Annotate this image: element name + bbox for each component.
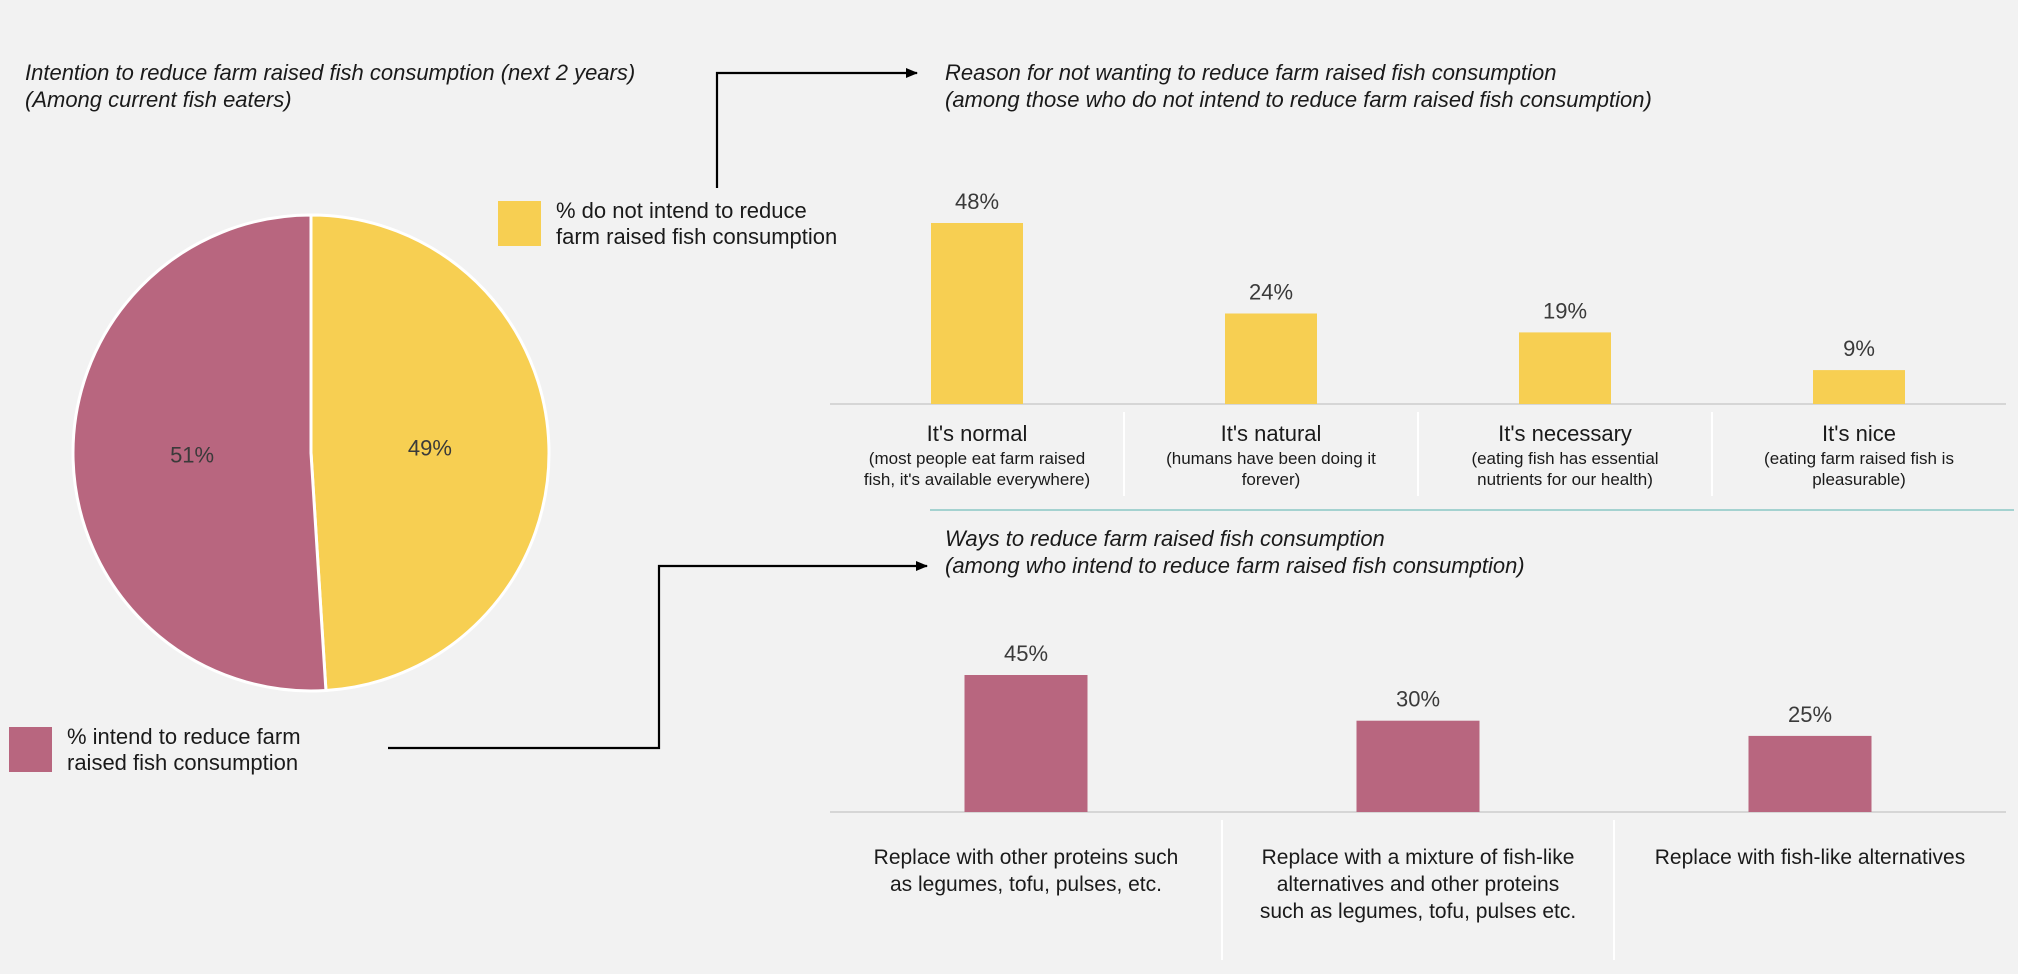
top-category-2-detail-0: (eating fish has essential: [1471, 449, 1658, 468]
bottom-chart-title-line1: Ways to reduce farm raised fish consumpt…: [945, 526, 1385, 551]
bottom-chart-title-line2: (among who intend to reduce farm raised …: [945, 553, 1525, 578]
bottom-value-label-0: 45%: [1004, 641, 1048, 666]
pie-slice-label-1: 51%: [170, 443, 214, 468]
top-category-1: It's natural: [1221, 421, 1322, 446]
bottom-category-2-line-0: Replace with fish-like alternatives: [1655, 846, 1965, 869]
top-category-3: It's nice: [1822, 421, 1896, 446]
legend-swatch-no-reduce: [498, 201, 541, 246]
top-category-1-detail-1: forever): [1242, 470, 1301, 489]
pie-slice-1: [71, 213, 328, 693]
pie-chart: 49% 51%: [71, 213, 551, 693]
bottom-category-1-line-1: alternatives and other proteins: [1277, 873, 1560, 896]
legend-reduce-line2: raised fish consumption: [67, 750, 298, 775]
top-bar-2: [1519, 332, 1611, 404]
connector-arrow-top: [715, 68, 918, 188]
top-category-0-detail-0: (most people eat farm raised: [869, 449, 1085, 468]
bottom-category-1-line-0: Replace with a mixture of fish-like: [1262, 846, 1575, 869]
top-value-label-2: 19%: [1543, 298, 1587, 323]
pie-slice-0: [309, 213, 551, 693]
top-chart-title-line1: Reason for not wanting to reduce farm ra…: [945, 60, 1556, 85]
bottom-category-1-line-2: such as legumes, tofu, pulses etc.: [1260, 900, 1576, 923]
top-category-1-detail-0: (humans have been doing it: [1166, 449, 1376, 468]
bottom-bar-0: [964, 675, 1088, 812]
bottom-bar-2: [1748, 735, 1872, 812]
top-bar-chart: 48% It's normal (most people eat farm rais…: [830, 189, 2006, 496]
legend-reduce-line1: % intend to reduce farm: [67, 724, 301, 749]
pie-title-line2: (Among current fish eaters): [25, 87, 292, 112]
top-value-label-1: 24%: [1249, 280, 1293, 305]
bottom-bar-1: [1356, 720, 1480, 812]
top-category-3-detail-0: (eating farm raised fish is: [1764, 449, 1954, 468]
top-category-0: It's normal: [927, 421, 1028, 446]
bottom-value-label-2: 25%: [1788, 702, 1832, 727]
bottom-category-0-line-0: Replace with other proteins such: [874, 846, 1179, 869]
connector-arrow-bottom: [388, 561, 928, 750]
top-value-label-0: 48%: [955, 189, 999, 214]
bottom-value-label-1: 30%: [1396, 687, 1440, 712]
top-bar-0: [931, 223, 1023, 404]
top-chart-title-line2: (among those who do not intend to reduce…: [945, 87, 1652, 112]
bottom-bar-chart: 45% Replace with other proteins such as le…: [830, 641, 2006, 960]
bottom-category-0-line-1: as legumes, tofu, pulses, etc.: [890, 873, 1162, 896]
top-category-2-detail-1: nutrients for our health): [1477, 470, 1653, 489]
legend-swatch-reduce: [9, 727, 52, 772]
top-category-0-detail-1: fish, it's available everywhere): [864, 470, 1090, 489]
legend-no-reduce-line2: farm raised fish consumption: [556, 224, 837, 249]
legend-no-reduce-line1: % do not intend to reduce: [556, 198, 807, 223]
top-bar-3: [1813, 370, 1905, 404]
top-value-label-3: 9%: [1843, 336, 1875, 361]
pie-title-line1: Intention to reduce farm raised fish con…: [25, 60, 635, 85]
pie-slice-label-0: 49%: [408, 435, 452, 460]
top-category-3-detail-1: pleasurable): [1812, 470, 1906, 489]
top-category-2: It's necessary: [1498, 421, 1632, 446]
top-bar-1: [1225, 313, 1317, 404]
